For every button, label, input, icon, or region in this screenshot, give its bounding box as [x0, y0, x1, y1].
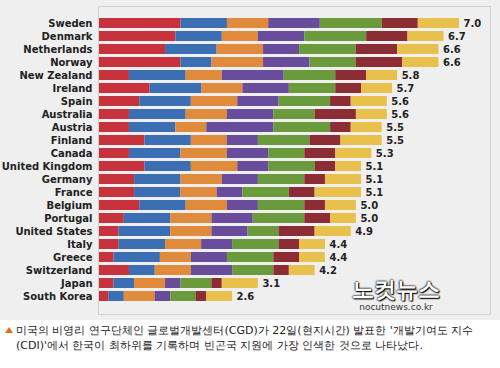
svg-text:New Zealand: New Zealand: [19, 70, 92, 81]
svg-text:Belgium: Belgium: [47, 200, 93, 211]
svg-text:6.7: 6.7: [448, 31, 466, 42]
svg-text:4.4: 4.4: [329, 239, 347, 250]
svg-text:Denmark: Denmark: [42, 31, 93, 42]
svg-text:Austria: Austria: [52, 122, 93, 133]
svg-text:Japan: Japan: [60, 278, 93, 289]
svg-text:5.6: 5.6: [391, 109, 409, 120]
svg-text:5.0: 5.0: [360, 213, 378, 224]
html-text:노컷뉴스: 노컷뉴스: [352, 277, 440, 302]
svg-text:7.0: 7.0: [464, 18, 482, 29]
svg-text:France: France: [55, 187, 93, 198]
svg-text:5.5: 5.5: [386, 135, 404, 146]
svg-text:Australia: Australia: [42, 109, 93, 120]
svg-text:Norway: Norway: [50, 57, 93, 68]
svg-text:Portugal: Portugal: [44, 213, 92, 224]
svg-text:South Korea: South Korea: [23, 291, 92, 302]
svg-text:5.3: 5.3: [376, 148, 394, 159]
svg-text:5.6: 5.6: [391, 96, 409, 107]
svg-text:5.7: 5.7: [397, 83, 415, 94]
svg-text:4.2: 4.2: [319, 265, 337, 276]
html-text:nocutnews.co.kr: nocutnews.co.kr: [359, 302, 433, 312]
svg-text:United States: United States: [15, 226, 92, 237]
svg-text:Greece: Greece: [53, 252, 93, 263]
svg-text:5.1: 5.1: [366, 174, 384, 185]
svg-text:4.4: 4.4: [329, 252, 347, 263]
svg-text:5.5: 5.5: [386, 122, 404, 133]
svg-text:5.8: 5.8: [402, 70, 420, 81]
svg-text:Canada: Canada: [51, 148, 93, 159]
svg-text:Netherlands: Netherlands: [23, 44, 92, 55]
svg-text:5.0: 5.0: [360, 200, 378, 211]
svg-text:2.6: 2.6: [237, 291, 255, 302]
svg-text:5.1: 5.1: [366, 187, 384, 198]
svg-text:Germany: Germany: [42, 174, 93, 185]
svg-text:Italy: Italy: [67, 239, 93, 250]
svg-text:6.6: 6.6: [443, 57, 461, 68]
svg-text:United Kingdom: United Kingdom: [2, 161, 93, 172]
svg-text:Spain: Spain: [61, 96, 93, 107]
svg-text:6.6: 6.6: [443, 44, 461, 55]
svg-text:Sweden: Sweden: [48, 18, 92, 29]
svg-text:4.9: 4.9: [355, 226, 373, 237]
svg-text:3.1: 3.1: [262, 278, 280, 289]
svg-text:Switzerland: Switzerland: [26, 265, 93, 276]
svg-text:Finland: Finland: [51, 135, 93, 146]
svg-text:Ireland: Ireland: [53, 83, 93, 94]
svg-text:5.1: 5.1: [366, 161, 384, 172]
html-text:미국의 비영리 연구단체인 글로벌개발센터(CGD)가 22: 미국의 비영리 연구단체인 글로벌개발센터(CGD)가 22일(현지시간) 발표…: [16, 324, 474, 352]
